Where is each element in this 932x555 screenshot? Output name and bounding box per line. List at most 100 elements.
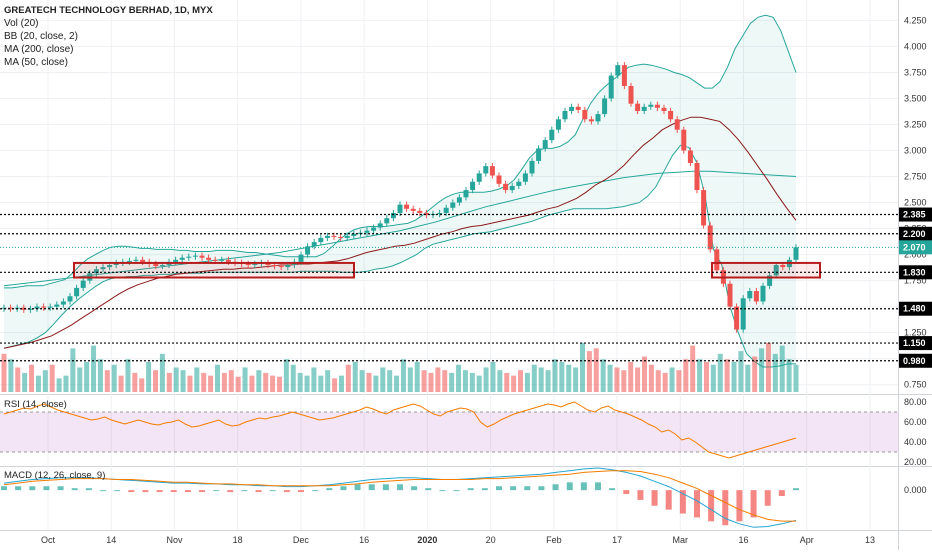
volume-bar: [187, 375, 193, 392]
volume-bar: [586, 351, 592, 392]
volume-bar: [118, 375, 124, 392]
candle-body: [113, 262, 119, 266]
candle-body: [536, 148, 542, 161]
volume-bar: [132, 372, 138, 392]
volume-bar: [325, 370, 331, 392]
macd-histogram-bar: [609, 488, 616, 491]
volume-bar: [772, 353, 778, 392]
volume-bar: [759, 348, 765, 392]
y-tick-label: 0.750: [904, 380, 927, 390]
candle-body: [298, 254, 304, 262]
candle-body: [80, 280, 86, 288]
candle-body: [285, 265, 291, 268]
volume-bar: [724, 359, 730, 392]
candle-body: [41, 306, 47, 308]
macd-histogram-bar: [580, 482, 587, 491]
candle-body: [371, 227, 377, 231]
candle-body: [159, 265, 165, 267]
macd-histogram-bar: [694, 490, 700, 518]
macd-histogram-bar: [71, 488, 78, 491]
candle-body: [443, 207, 449, 213]
x-tick-label: Apr: [800, 535, 814, 545]
volume-bar: [15, 367, 21, 392]
volume-bar: [662, 372, 668, 392]
macd-histogram-bar: [142, 490, 149, 493]
volume-bar: [159, 353, 165, 392]
candle-body: [417, 210, 423, 213]
candle-body: [93, 269, 99, 274]
volume-bar: [669, 367, 675, 392]
macd-histogram-bar: [241, 490, 248, 492]
macd-histogram-bar: [411, 486, 418, 491]
volume-bar: [683, 359, 689, 392]
price-level-label: 1.480: [903, 304, 926, 314]
macd-histogram-bar: [199, 490, 205, 493]
candle-body: [740, 298, 746, 330]
volume-bar: [63, 375, 69, 392]
candle-body: [206, 257, 212, 260]
volume-bar: [297, 372, 303, 392]
x-tick-label: 18: [233, 535, 243, 545]
x-tick-label: 20: [486, 535, 496, 545]
macd-histogram-bar: [397, 484, 403, 491]
macd-histogram-bar: [793, 488, 799, 491]
y-tick-label: 2.750: [904, 172, 927, 182]
volume-bar: [566, 364, 572, 392]
macd-histogram-bar: [269, 490, 276, 492]
volume-bar: [648, 364, 654, 392]
volume-bar: [407, 367, 413, 392]
y-tick-label: 2.500: [904, 198, 927, 208]
volume-bar: [166, 372, 172, 392]
volume-bar: [387, 370, 393, 392]
volume-bar: [256, 370, 262, 392]
candle-body: [694, 163, 700, 191]
support-zone-box: [711, 261, 821, 279]
volume-bar: [194, 367, 200, 392]
candle-body: [179, 257, 185, 260]
candle-body: [100, 267, 106, 270]
y-tick-label: 1.750: [904, 276, 927, 286]
volume-bar: [263, 372, 269, 392]
candle-body: [318, 237, 324, 243]
candle-body: [516, 181, 522, 186]
macd-histogram-bar: [298, 490, 304, 493]
candle-body: [668, 110, 674, 120]
candle-body: [34, 306, 40, 309]
candle-body: [760, 285, 766, 302]
volume-bar: [201, 372, 207, 392]
volume-bar: [476, 375, 482, 392]
macd-histogram-bar: [1, 486, 7, 491]
candle-body: [767, 275, 773, 286]
candle-body: [489, 166, 495, 176]
volume-bar: [793, 364, 799, 392]
volume-bar: [1, 353, 7, 392]
volume-bar: [373, 375, 379, 392]
volume-bar: [228, 370, 234, 392]
price-level-label: 0.980: [903, 356, 926, 366]
support-zone-box: [73, 261, 355, 279]
volume-bar: [511, 375, 517, 392]
volume-bar: [84, 362, 90, 392]
candle-body: [252, 263, 258, 266]
volume-bar: [635, 367, 641, 392]
volume-bar: [276, 376, 282, 392]
volume-bar: [552, 359, 558, 392]
volume-bar: [242, 367, 248, 392]
candle-body: [661, 107, 667, 111]
volume-bar: [173, 367, 179, 392]
candle-body: [245, 263, 251, 266]
candle-body: [687, 150, 693, 164]
candle-body: [542, 140, 548, 149]
candle-body: [615, 65, 621, 76]
macd-histogram-bar: [340, 486, 347, 491]
candle-body: [450, 202, 456, 208]
volume-bar: [42, 370, 48, 392]
candle-body: [27, 308, 33, 310]
x-tick-label: 14: [106, 535, 116, 545]
candle-body: [305, 246, 311, 255]
macd-histogram-bar: [778, 490, 785, 496]
volume-bar: [29, 364, 35, 392]
y-tick-label: 3.000: [904, 146, 927, 156]
macd-histogram-bar: [679, 490, 686, 514]
macd-histogram-bar: [213, 490, 220, 492]
